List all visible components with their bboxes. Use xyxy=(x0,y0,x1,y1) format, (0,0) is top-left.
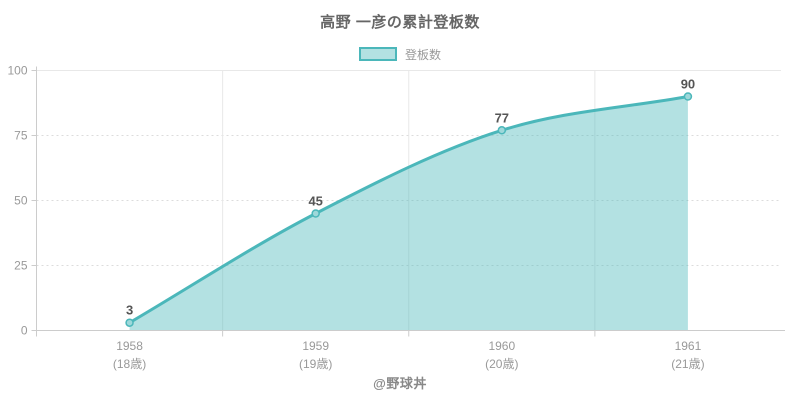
series-line xyxy=(128,95,690,325)
chart-title: 高野 一彦の累計登板数 xyxy=(320,14,480,31)
legend-label: 登板数 xyxy=(404,47,441,62)
legend-swatch-icon xyxy=(358,47,397,61)
data-point-marker[interactable] xyxy=(125,318,134,327)
y-axis-label: 50 xyxy=(14,194,28,208)
y-axis-label: 0 xyxy=(21,324,28,338)
legend-item[interactable]: 登板数 xyxy=(0,45,800,63)
x-axis-label-age: (20歳) xyxy=(485,357,518,371)
footer-credit: @野球丼 xyxy=(373,376,427,391)
x-axis-label-year: 1959 xyxy=(302,339,329,353)
y-axis-label: 75 xyxy=(14,129,28,143)
data-point-marker[interactable] xyxy=(683,92,693,101)
y-axis-label: 25 xyxy=(14,259,28,273)
x-axis-label-age: (21歳) xyxy=(671,357,704,371)
x-axis-label-age: (19歳) xyxy=(299,357,332,371)
x-axis-label-year: 1960 xyxy=(488,339,515,353)
data-point-marker[interactable] xyxy=(497,126,507,135)
data-point-label: 90 xyxy=(681,77,695,92)
data-point-label: 45 xyxy=(308,194,322,209)
data-point-marker[interactable] xyxy=(311,209,320,218)
y-axis-label: 100 xyxy=(7,64,27,78)
x-axis-label-year: 1961 xyxy=(675,339,702,353)
data-point-label: 77 xyxy=(495,110,509,125)
x-axis-label-age: (18歳) xyxy=(113,357,146,371)
data-point-label: 3 xyxy=(126,303,133,318)
series-area xyxy=(129,96,688,331)
x-axis-label-year: 1958 xyxy=(116,339,143,353)
